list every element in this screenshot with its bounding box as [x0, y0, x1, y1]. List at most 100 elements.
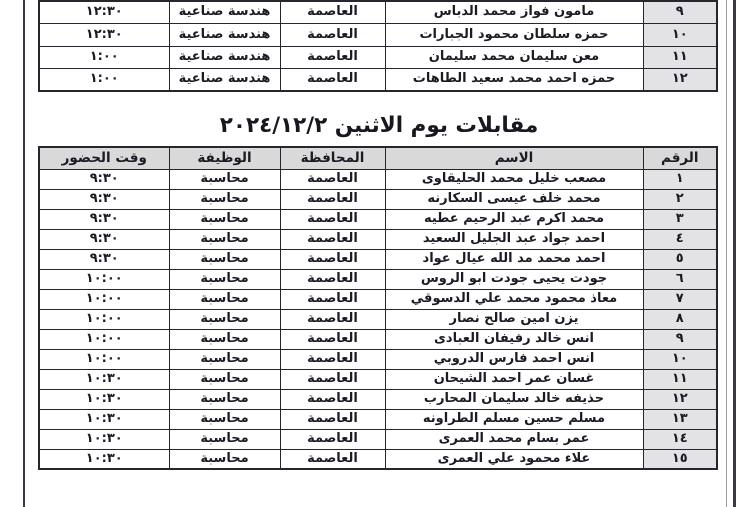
table-row: ٦ جودت يحيى جودت ابو الروس العاصمة محاسبة ١٠… — [38, 268, 718, 290]
col-header-job: الوظيفة — [168, 146, 281, 170]
job-title-cell: هندسة صناعية — [168, 68, 281, 92]
governorate-cell: العاصمة — [279, 288, 386, 310]
governorate-cell: العاصمة — [279, 428, 386, 450]
page-border-left — [23, 0, 25, 507]
attendance-time-cell: ٩:٣٠ — [38, 188, 170, 210]
attendance-time-cell: ١٠:٠٠ — [38, 348, 170, 370]
row-number-cell: ١٢ — [642, 388, 718, 410]
attendance-time-cell: ٩:٣٠ — [38, 208, 170, 230]
applicant-name-cell: يزن امين صالح نصار — [384, 308, 644, 330]
job-title-cell: محاسبة — [168, 268, 281, 290]
applicant-name-cell: معن سليمان محمد سليمان — [384, 45, 644, 69]
attendance-time-cell: ١:٠٠ — [38, 68, 170, 92]
attendance-time-cell: ١٠:٣٠ — [38, 368, 170, 390]
applicant-name-cell: علاء محمود علي العمرى — [384, 448, 644, 470]
table-row: ١٠ حمزه سلطان محمود الجبارات العاصمة هندسة … — [38, 23, 718, 47]
previous-section-table: ٩ مامون فواز محمد الدباس العاصمة هندسة صناع… — [38, 0, 718, 92]
applicant-name-cell: جودت يحيى جودت ابو الروس — [384, 268, 644, 290]
table-row: ١٢ حذيفه خالد سليمان المحارب العاصمة محاسبة… — [38, 388, 718, 410]
table-row: ٨ يزن امين صالح نصار العاصمة محاسبة ١٠:٠٠ — [38, 308, 718, 330]
governorate-cell: العاصمة — [279, 45, 386, 69]
job-title-cell: محاسبة — [168, 328, 281, 350]
applicant-name-cell: مامون فواز محمد الدباس — [384, 0, 644, 24]
col-header-governorate: المحافظة — [279, 146, 386, 170]
job-title-cell: محاسبة — [168, 248, 281, 270]
table-row: ١٢ حمزه احمد محمد سعيد الطاهات العاصمة هندس… — [38, 68, 718, 92]
attendance-time-cell: ١٠:٣٠ — [38, 408, 170, 430]
governorate-cell: العاصمة — [279, 68, 386, 92]
governorate-cell: العاصمة — [279, 328, 386, 350]
governorate-cell: العاصمة — [279, 368, 386, 390]
row-number-cell: ١١ — [642, 368, 718, 390]
governorate-cell: العاصمة — [279, 448, 386, 470]
section-title: مقابلات يوم الاثنين ٢٠٢٤/١٢/٢ — [219, 113, 539, 138]
applicant-name-cell: مسلم حسين مسلم الطراونه — [384, 408, 644, 430]
page-border-right-inner — [726, 0, 727, 507]
governorate-cell: العاصمة — [279, 408, 386, 430]
governorate-cell: العاصمة — [279, 188, 386, 210]
col-header-name: الاسم — [384, 146, 644, 170]
job-title-cell: محاسبة — [168, 288, 281, 310]
job-title-cell: محاسبة — [168, 408, 281, 430]
attendance-time-cell: ١٠:٣٠ — [38, 448, 170, 470]
table-row: ١ مصعب خليل محمد الحليقاوى العاصمة محاسبة ٩:… — [38, 168, 718, 190]
governorate-cell: العاصمة — [279, 248, 386, 270]
attendance-time-cell: ١٢:٣٠ — [38, 0, 170, 24]
job-title-cell: محاسبة — [168, 168, 281, 190]
row-number-cell: ٩ — [642, 0, 718, 24]
row-number-cell: ٢ — [642, 188, 718, 210]
table-row: ٧ معاذ محمود محمد علي الدسوقي العاصمة محاسب… — [38, 288, 718, 310]
row-number-cell: ٤ — [642, 228, 718, 250]
table-row: ١١ غسان عمر احمد الشيحان العاصمة محاسبة ١٠:٣… — [38, 368, 718, 390]
job-title-cell: هندسة صناعية — [168, 45, 281, 69]
governorate-cell: العاصمة — [279, 388, 386, 410]
job-title-cell: محاسبة — [168, 448, 281, 470]
attendance-time-cell: ١٠:٠٠ — [38, 308, 170, 330]
job-title-cell: محاسبة — [168, 188, 281, 210]
row-number-cell: ١٣ — [642, 408, 718, 430]
job-title-cell: محاسبة — [168, 228, 281, 250]
attendance-time-cell: ١٢:٣٠ — [38, 23, 170, 47]
row-number-cell: ٦ — [642, 268, 718, 290]
interviews-table-header-row: الرقم الاسم المحافظة الوظيفة وقت الحضور — [38, 146, 718, 170]
row-number-cell: ١١ — [642, 45, 718, 69]
row-number-cell: ٣ — [642, 208, 718, 230]
applicant-name-cell: محمد اكرم عبد الرحيم عطيه — [384, 208, 644, 230]
table-row: ٢ محمد خلف عيسى السكارنه العاصمة محاسبة ٩:٣٠ — [38, 188, 718, 210]
job-title-cell: هندسة صناعية — [168, 23, 281, 47]
governorate-cell: العاصمة — [279, 208, 386, 230]
row-number-cell: ١ — [642, 168, 718, 190]
applicant-name-cell: احمد جواد عبد الجليل السعيد — [384, 228, 644, 250]
applicant-name-cell: محمد خلف عيسى السكارنه — [384, 188, 644, 210]
attendance-time-cell: ١٠:٣٠ — [38, 388, 170, 410]
applicant-name-cell: عمر بسام محمد العمرى — [384, 428, 644, 450]
table-row: ١٤ عمر بسام محمد العمرى العاصمة محاسبة ١٠:٣٠ — [38, 428, 718, 450]
applicant-name-cell: حذيفه خالد سليمان المحارب — [384, 388, 644, 410]
attendance-time-cell: ١٠:٠٠ — [38, 288, 170, 310]
job-title-cell: محاسبة — [168, 388, 281, 410]
table-row: ١٣ مسلم حسين مسلم الطراونه العاصمة محاسبة ١٠… — [38, 408, 718, 430]
attendance-time-cell: ١٠:٠٠ — [38, 268, 170, 290]
applicant-name-cell: غسان عمر احمد الشيحان — [384, 368, 644, 390]
job-title-cell: هندسة صناعية — [168, 0, 281, 24]
governorate-cell: العاصمة — [279, 308, 386, 330]
attendance-time-cell: ١:٠٠ — [38, 45, 170, 69]
table-row: ١٥ علاء محمود علي العمرى العاصمة محاسبة ١٠:٣… — [38, 448, 718, 470]
applicant-name-cell: احمد محمد مد الله عيال عواد — [384, 248, 644, 270]
row-number-cell: ١٥ — [642, 448, 718, 470]
row-number-cell: ١٠ — [642, 348, 718, 370]
row-number-cell: ٥ — [642, 248, 718, 270]
governorate-cell: العاصمة — [279, 228, 386, 250]
row-number-cell: ٧ — [642, 288, 718, 310]
col-header-number: الرقم — [642, 146, 718, 170]
table-row: ٩ مامون فواز محمد الدباس العاصمة هندسة صناع… — [38, 0, 718, 24]
row-number-cell: ١٤ — [642, 428, 718, 450]
table-row: ٩ انس خالد رفيفان العبادى العاصمة محاسبة ١٠:… — [38, 328, 718, 350]
row-number-cell: ٩ — [642, 328, 718, 350]
job-title-cell: محاسبة — [168, 308, 281, 330]
col-header-attendance-time: وقت الحضور — [38, 146, 170, 170]
attendance-time-cell: ١٠:٣٠ — [38, 428, 170, 450]
applicant-name-cell: انس احمد فارس الدروبي — [384, 348, 644, 370]
governorate-cell: العاصمة — [279, 23, 386, 47]
